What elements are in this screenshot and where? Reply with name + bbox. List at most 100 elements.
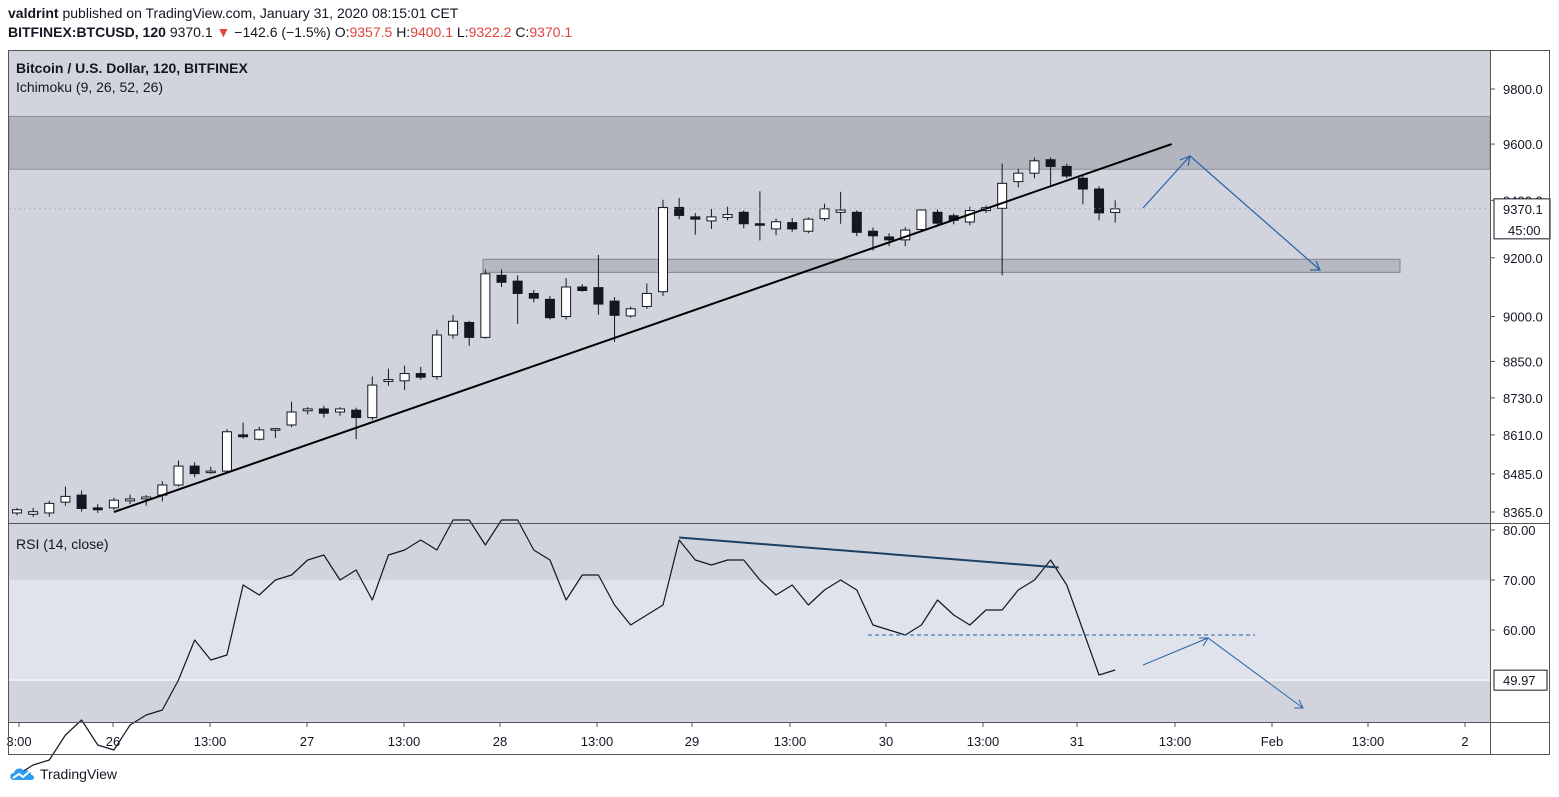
low-label: L: [456,24,469,40]
candle-up [448,320,459,336]
candle-up [44,502,55,514]
publish-text: published on TradingView.com, January 31… [62,5,459,21]
time-tick-label: 26 [106,734,120,749]
resistance-zone [8,115,1491,170]
time-tick-label: 13:00 [774,734,807,749]
candle-up [270,428,281,431]
candle-down [528,292,539,299]
last-price-tag [1493,198,1551,240]
publish-info: valdrint published on TradingView.com, J… [8,5,458,21]
rsi-title[interactable]: RSI (14, close) [16,536,109,552]
rsi-last-value-tag [1493,669,1548,691]
candle-down [609,300,620,316]
rsi-last-value-text: 49.97 [1503,673,1536,688]
rsi-bearish-divergence-line [679,536,1059,569]
candle-up [205,470,216,474]
candle-up [108,499,119,509]
candle-down [674,206,685,216]
candle-down [238,434,249,438]
ascending-trendline [113,143,1173,513]
high-label: H: [396,24,411,40]
tradingview-logo[interactable]: TradingView [8,766,117,782]
candle-down [787,222,798,230]
rsi-projection-arrowhead-up [1199,637,1209,647]
candle-down [415,373,426,378]
candle-down [851,211,862,233]
candle-up [835,209,846,213]
candle-down [512,280,523,294]
candle-down [1045,159,1056,167]
candle-up [302,408,313,412]
candle-up [997,182,1008,209]
time-tick-label: 13:00 [194,734,227,749]
close-value: 9370.1 [529,24,573,40]
price-tick-label: 9000.0 [1503,310,1543,325]
time-tick-label: 13:00 [581,734,614,749]
tradingview-brand-text: TradingView [40,766,118,782]
open-label: O: [334,24,350,40]
candle-up [916,209,927,230]
candle-up [286,411,297,426]
candle-up [1013,172,1024,183]
candle-up [221,431,232,472]
candle-down [884,236,895,241]
author-name[interactable]: valdrint [8,5,59,21]
time-tick-label: 2 [1461,734,1468,749]
candle-up [173,465,184,486]
candle-up [399,373,410,382]
price-change: −142.6 (−1.5%) [234,24,331,40]
candle-up [561,286,572,318]
rsi-tick-label: 80.00 [1503,523,1536,538]
time-tick-label: 29 [685,734,699,749]
time-tick-label: Feb [1261,734,1283,749]
time-tick-label: 28 [493,734,507,749]
support-zone [482,258,1401,273]
time-tick-label: 30 [879,734,893,749]
candle-up [1029,160,1040,174]
candle-up [254,429,265,440]
candle-up [722,214,733,218]
price-tick-label: 9800.0 [1503,82,1543,97]
projection-arrowhead-up [1179,155,1191,167]
ichimoku-label[interactable]: Ichimoku (9, 26, 52, 26) [16,79,164,95]
time-tick-label: 13:00 [1352,734,1385,749]
price-pane-title: Bitcoin / U.S. Dollar, 120, BITFINEX [16,60,248,76]
time-tick-label: 13:00 [1159,734,1192,749]
candle-down [690,216,701,220]
price-tick-label: 8850.0 [1503,354,1543,369]
price-tick-label: 8485.0 [1503,467,1543,482]
candle-up [625,308,636,317]
price-tick-label: 9600.0 [1503,137,1543,152]
candle-down [932,211,943,224]
rsi-projection-arrowhead-down [1294,699,1304,709]
candle-down [496,274,507,283]
candle-down [76,494,87,509]
time-tick-label: 13:00 [967,734,1000,749]
open-value: 9357.5 [349,24,393,40]
tradingview-cloud-icon [10,768,34,780]
last-price-tag-value: 9370.1 [1503,202,1543,217]
price-tick-label: 8730.0 [1503,391,1543,406]
candle-up [367,384,378,419]
candle-up [431,334,442,378]
candle-up [706,216,717,222]
candle-down [1094,188,1105,214]
candle-up [60,495,71,503]
high-value: 9400.1 [410,24,454,40]
time-tick-label: 3:00 [6,734,31,749]
candle-down [351,409,362,419]
symbol-name: BITFINEX:BTCUSD, 120 [8,24,166,40]
candle-up [28,511,39,515]
rsi-tick-label: 70.00 [1503,573,1536,588]
candle-up [658,206,668,293]
bar-countdown: 45:00 [1508,223,1541,238]
candle-up [641,292,652,307]
candle-down [867,230,878,237]
last-price: 9370.1 [169,24,213,40]
candle-up [12,509,22,514]
rsi-pane-legend: RSI (14, close) [16,536,109,552]
chart-frame [8,50,1550,755]
candle-down [754,223,765,226]
candle-down [464,321,475,338]
